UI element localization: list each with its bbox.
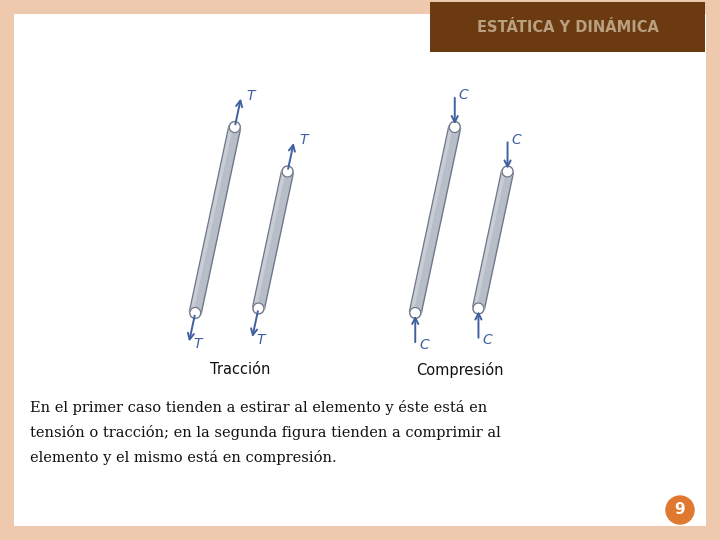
Circle shape [229, 122, 240, 133]
Polygon shape [472, 170, 513, 310]
Polygon shape [473, 171, 505, 308]
Text: C: C [459, 88, 469, 102]
Polygon shape [190, 126, 233, 313]
Polygon shape [253, 171, 286, 308]
Text: T: T [246, 89, 255, 103]
Text: T: T [194, 337, 202, 351]
Circle shape [502, 166, 513, 177]
Circle shape [253, 303, 264, 314]
Circle shape [473, 303, 484, 314]
Circle shape [190, 307, 201, 319]
Text: T: T [257, 333, 265, 347]
Text: C: C [419, 338, 429, 352]
Polygon shape [410, 126, 461, 314]
Text: C: C [482, 334, 492, 347]
Text: Compresión: Compresión [416, 362, 504, 378]
Text: 9: 9 [675, 503, 685, 517]
Circle shape [666, 496, 694, 524]
Polygon shape [253, 170, 294, 310]
Text: elemento y el mismo está en compresión.: elemento y el mismo está en compresión. [30, 450, 337, 465]
Text: T: T [300, 133, 307, 147]
Polygon shape [410, 126, 453, 313]
Text: En el primer caso tienden a estirar al elemento y éste está en: En el primer caso tienden a estirar al e… [30, 400, 487, 415]
Text: C: C [511, 132, 521, 146]
Text: Tracción: Tracción [210, 362, 270, 377]
Text: tensión o tracción; en la segunda figura tienden a comprimir al: tensión o tracción; en la segunda figura… [30, 425, 500, 440]
Bar [430, 2, 705, 52]
Text: ESTÁTICA Y DINÁMICA: ESTÁTICA Y DINÁMICA [477, 19, 658, 35]
Circle shape [282, 166, 293, 177]
Circle shape [410, 307, 420, 319]
Circle shape [449, 122, 460, 133]
Polygon shape [189, 126, 240, 314]
